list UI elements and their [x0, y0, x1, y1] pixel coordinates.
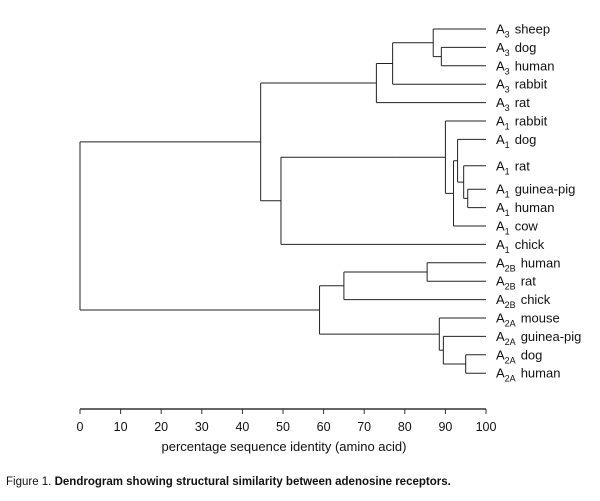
leaf-name: human: [521, 255, 561, 270]
leaf-label-a2a_dog: A2A dog: [496, 347, 542, 365]
leaf-base: A: [496, 200, 505, 215]
leaf-name: dog: [515, 40, 537, 55]
leaf-name: rat: [521, 274, 537, 289]
tick-label: 10: [114, 420, 128, 434]
leaf-label-a2a_mouse: A2A mouse: [496, 311, 560, 329]
leaf-base: A: [496, 347, 505, 362]
leaf-label-a1_chick: A1 chick: [496, 237, 545, 255]
tick-label: 30: [195, 420, 209, 434]
leaf-label-a2b_rat: A2B rat: [496, 274, 536, 292]
leaf-name: human: [521, 366, 561, 381]
leaf-subscript: 2B: [505, 300, 516, 310]
leaf-subscript: 2A: [505, 355, 516, 365]
tick-label: 70: [357, 420, 371, 434]
leaf-name: chick: [515, 237, 545, 252]
leaf-subscript: 3: [505, 48, 510, 58]
leaf-name: guinea-pig: [521, 329, 582, 344]
leaf-label-a1_rat: A1 rat: [496, 158, 530, 176]
leaf-subscript: 2B: [505, 263, 516, 273]
leaf-label-a3_rabbit: A3 rabbit: [496, 77, 548, 95]
caption-title: Dendrogram showing structural similarity…: [54, 476, 451, 488]
leaf-name: human: [515, 200, 555, 215]
leaf-subscript: 1: [505, 122, 510, 132]
leaf-base: A: [496, 274, 505, 289]
leaf-label-a1_dog: A1 dog: [496, 132, 536, 150]
leaf-base: A: [496, 329, 505, 344]
leaf-label-a1_cow: A1 cow: [496, 219, 538, 237]
leaf-label-a3_human: A3 human: [496, 58, 554, 76]
leaf-base: A: [496, 182, 505, 197]
figure-caption: Figure 1. Dendrogram showing structural …: [6, 476, 451, 488]
leaf-name: chick: [521, 292, 551, 307]
leaf-subscript: 3: [505, 85, 510, 95]
leaf-subscript: 1: [505, 227, 510, 237]
leaf-base: A: [496, 22, 505, 37]
leaf-subscript: 1: [505, 140, 510, 150]
leaf-base: A: [496, 58, 505, 73]
leaf-name: dog: [521, 347, 543, 362]
leaf-base: A: [496, 292, 505, 307]
leaf-base: A: [496, 219, 505, 234]
leaf-name: cow: [515, 219, 539, 234]
leaf-base: A: [496, 132, 505, 147]
leaf-base: A: [496, 40, 505, 55]
leaf-subscript: 1: [505, 166, 510, 176]
leaf-name: guinea-pig: [515, 182, 576, 197]
leaf-name: human: [515, 58, 555, 73]
leaf-base: A: [496, 237, 505, 252]
leaf-label-a3_rat: A3 rat: [496, 95, 530, 113]
leaf-name: dog: [515, 132, 537, 147]
leaf-label-a3_dog: A3 dog: [496, 40, 536, 58]
leaf-label-a1_rabbit: A1 rabbit: [496, 114, 548, 132]
x-axis: 0 10 20 30 40 50 60 70 80 90 100: [77, 408, 497, 434]
tree-branches: [79, 28, 486, 374]
tick-label: 100: [476, 420, 497, 434]
leaf-subscript: 3: [505, 103, 510, 113]
leaf-subscript: 2A: [505, 374, 516, 384]
leaf-base: A: [496, 366, 505, 381]
leaf-label-a2a_guineapig: A2A guinea-pig: [496, 329, 581, 347]
leaf-base: A: [496, 114, 505, 129]
tick-label: 40: [235, 420, 249, 434]
caption-lead: Figure 1.: [6, 476, 52, 488]
leaf-base: A: [496, 95, 505, 110]
leaf-label-a1_human: A1 human: [496, 200, 554, 218]
leaf-label-a2b_chick: A2B chick: [496, 292, 551, 310]
leaf-base: A: [496, 311, 505, 326]
leaf-subscript: 3: [505, 30, 510, 40]
tick-label: 80: [398, 420, 412, 434]
axis-title: percentage sequence identity (amino acid…: [162, 439, 407, 454]
leaf-name: rat: [515, 95, 531, 110]
leaf-subscript: 3: [505, 66, 510, 76]
leaf-name: rabbit: [515, 114, 548, 129]
tick-label: 60: [317, 420, 331, 434]
leaf-base: A: [496, 158, 505, 173]
leaf-base: A: [496, 77, 505, 92]
leaf-label-a1_guineapig: A1 guinea-pig: [496, 182, 575, 200]
leaf-subscript: 1: [505, 208, 510, 218]
leaf-name: rabbit: [515, 77, 548, 92]
leaf-label-a3_sheep: A3 sheep: [496, 22, 550, 40]
leaf-subscript: 2B: [505, 282, 516, 292]
leaf-label-a2b_human: A2B human: [496, 255, 560, 273]
leaf-subscript: 1: [505, 190, 510, 200]
tick-label: 0: [77, 420, 84, 434]
tick-label: 90: [438, 420, 452, 434]
leaf-subscript: 2A: [505, 319, 516, 329]
leaf-base: A: [496, 255, 505, 270]
leaf-name: rat: [515, 158, 531, 173]
leaf-label-a2a_human: A2A human: [496, 366, 560, 384]
leaf-subscript: 1: [505, 245, 510, 255]
leaf-name: mouse: [521, 311, 560, 326]
tick-label: 50: [276, 420, 290, 434]
leaf-name: sheep: [515, 22, 550, 37]
leaf-subscript: 2A: [505, 337, 516, 347]
tick-label: 20: [154, 420, 168, 434]
